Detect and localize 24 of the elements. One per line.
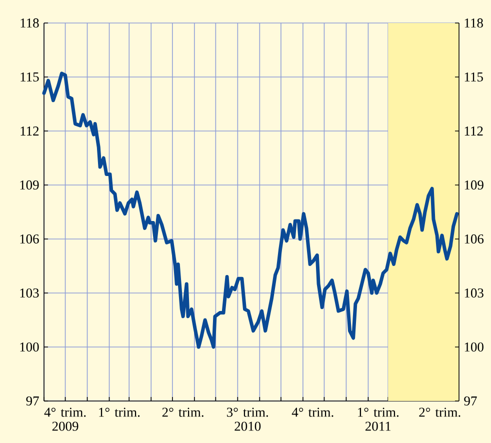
y2-tick-label: 118 [20, 18, 39, 28]
y2-tick-label: 106 [20, 234, 39, 244]
y-tick-label: 103 [464, 288, 484, 298]
x-tick-label: 1° trim. 2011 [358, 408, 399, 431]
y2-tick-label: 112 [20, 126, 39, 136]
line-series [42, 72, 459, 349]
x-tick-label: 2° trim. [419, 408, 460, 417]
y2-tick-label: 97 [26, 396, 39, 406]
x-tick-label: 2° trim. [162, 408, 204, 417]
y2-tick-label: 100 [20, 342, 39, 352]
x-tick-label: 4° trim. [292, 408, 334, 417]
x-tick-label: 1° trim. [99, 408, 140, 417]
x-tick-label: 3° trim. 2010 [226, 408, 268, 431]
y-tick-label: 106 [464, 234, 484, 244]
y2-tick-label: 115 [20, 72, 39, 82]
y-tick-label: 100 [464, 342, 484, 352]
y-tick-label: 109 [464, 180, 484, 190]
x-tick-label: 4° trim. 2009 [44, 408, 86, 431]
y2-tick-label: 109 [20, 180, 39, 190]
y-tick-label: 118 [464, 18, 483, 28]
y2-tick-label: 103 [20, 288, 39, 298]
y-tick-label: 115 [464, 72, 483, 82]
y-tick-label: 97 [464, 396, 477, 406]
y-tick-label: 112 [464, 126, 483, 136]
